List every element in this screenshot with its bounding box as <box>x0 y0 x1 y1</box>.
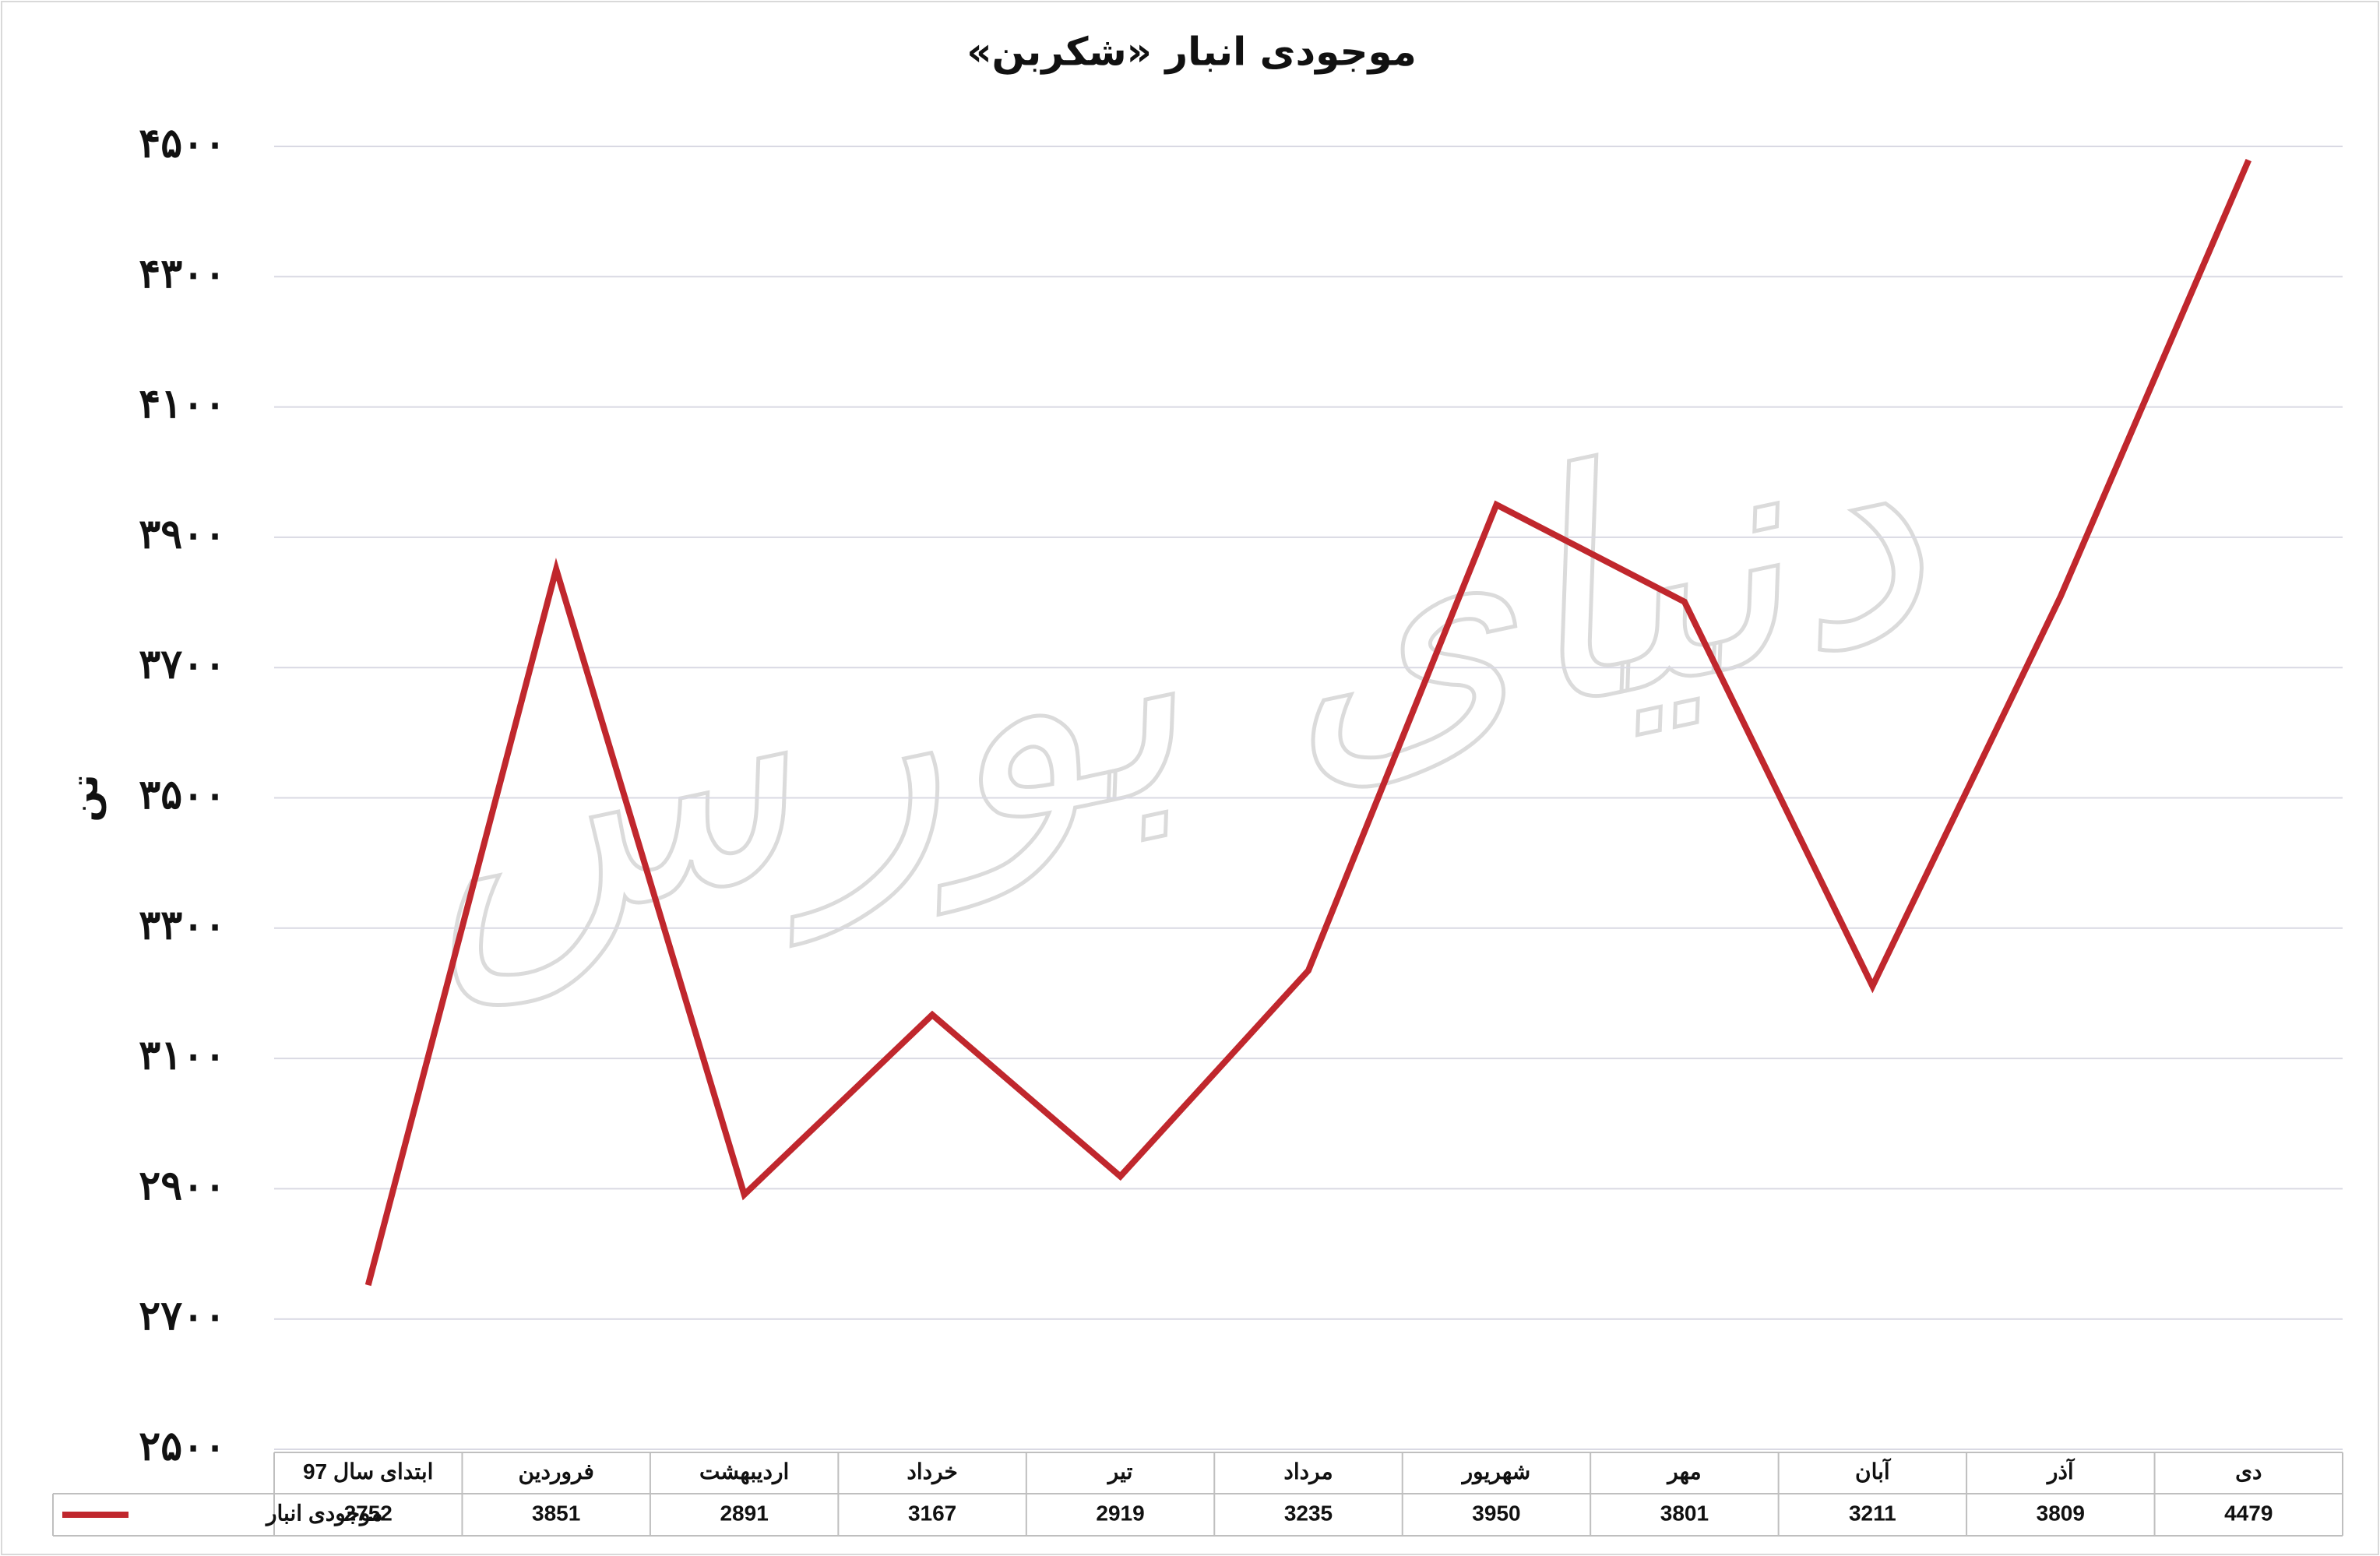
x-tick-label: ابتدای سال 97 <box>303 1459 433 1484</box>
x-tick-label: تیر <box>1107 1459 1133 1485</box>
series-line <box>364 158 2251 1287</box>
data-table-value: 2891 <box>720 1501 768 1525</box>
y-tick-label: ۳۳۰۰ <box>139 901 226 949</box>
data-table-value: 3950 <box>1472 1501 1520 1525</box>
x-tick-label: فروردین <box>518 1459 593 1485</box>
y-tick-label: ۲۵۰۰ <box>139 1423 226 1470</box>
y-tick-label: ۴۳۰۰ <box>139 250 226 297</box>
data-table-value: 4479 <box>2224 1501 2273 1525</box>
y-tick-label: ۳۹۰۰ <box>139 510 226 558</box>
x-tick-label: مهر <box>1666 1459 1701 1485</box>
x-tick-label: مرداد <box>1283 1459 1333 1485</box>
data-table-value: 3211 <box>1849 1501 1896 1525</box>
data-table-value: 2919 <box>1096 1501 1144 1525</box>
data-table-value: 3809 <box>2037 1501 2085 1525</box>
data-table-value: 2752 <box>344 1501 393 1525</box>
x-tick-label: آبان <box>1855 1457 1892 1484</box>
y-tick-label: ۲۹۰۰ <box>139 1162 226 1209</box>
y-tick-label: ۲۷۰۰ <box>139 1292 226 1339</box>
data-table-value: 3851 <box>532 1501 580 1525</box>
legend-label: موجودی انبار <box>265 1501 382 1526</box>
y-tick-label: ۳۷۰۰ <box>139 641 226 688</box>
x-tick-label: خرداد <box>907 1459 957 1485</box>
y-axis-label: تن <box>63 774 107 822</box>
y-tick-label: ۳۵۰۰ <box>139 771 226 818</box>
data-table-value: 3801 <box>1660 1501 1709 1525</box>
x-tick-label: آذر <box>2046 1457 2075 1485</box>
y-tick-label: ۳۱۰۰ <box>139 1032 226 1079</box>
x-tick-label: شهریور <box>1461 1459 1531 1485</box>
x-tick-label: اردیبهشت <box>699 1459 789 1485</box>
x-tick-label: دی <box>2235 1459 2262 1484</box>
y-tick-label: ۴۵۰۰ <box>139 120 226 167</box>
chart-title: موجودی انبار «شکربن» <box>966 30 1417 76</box>
data-table-value: 3235 <box>1284 1501 1333 1525</box>
data-table-value: 3167 <box>908 1501 956 1525</box>
y-tick-label: ۴۱۰۰ <box>139 380 226 428</box>
